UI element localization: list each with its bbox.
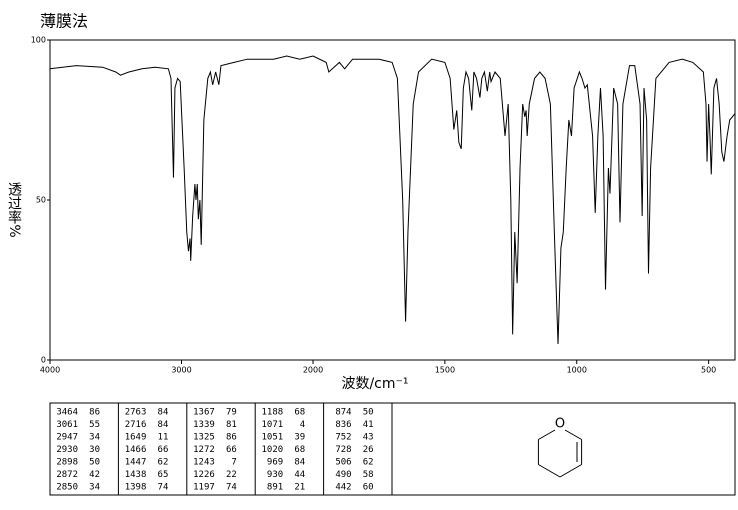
peak-transmittance: 84	[294, 458, 305, 468]
peak-transmittance: 30	[89, 445, 100, 455]
peak-wavenumber: 752	[335, 433, 351, 443]
peak-wavenumber: 969	[267, 458, 283, 468]
peak-transmittance: 62	[158, 458, 169, 468]
peak-wavenumber: 1272	[193, 445, 215, 455]
peak-transmittance: 7	[231, 458, 236, 468]
peak-wavenumber: 1071	[262, 420, 284, 430]
peak-wavenumber: 3464	[56, 408, 78, 418]
peak-wavenumber: 1325	[193, 433, 215, 443]
peak-wavenumber: 1020	[262, 445, 284, 455]
peak-wavenumber: 836	[335, 420, 351, 430]
peak-transmittance: 26	[363, 445, 374, 455]
peak-transmittance: 21	[294, 483, 305, 493]
peak-wavenumber: 1398	[125, 483, 147, 493]
plot-frame	[49, 39, 736, 361]
peak-wavenumber: 1197	[193, 483, 215, 493]
y-tick-label: 0	[41, 356, 46, 365]
peak-wavenumber: 1051	[262, 433, 284, 443]
x-tick-label: 1500	[435, 366, 455, 375]
peak-transmittance: 55	[89, 420, 100, 430]
peak-wavenumber: 1466	[125, 445, 147, 455]
peak-transmittance: 65	[158, 470, 169, 480]
peak-transmittance: 34	[89, 433, 100, 443]
peak-transmittance: 68	[294, 408, 305, 418]
x-axis-label: 波数/cm⁻¹	[341, 376, 408, 392]
x-tick-label: 500	[701, 366, 716, 375]
peak-transmittance: 60	[363, 483, 374, 493]
y-tick-label: 100	[31, 36, 46, 45]
peak-transmittance: 74	[226, 483, 237, 493]
x-tick-label: 2000	[303, 366, 323, 375]
bond	[559, 464, 582, 478]
peak-wavenumber: 2898	[56, 458, 78, 468]
peak-wavenumber: 2850	[56, 483, 78, 493]
peak-transmittance: 42	[89, 470, 100, 480]
peak-wavenumber: 1339	[193, 420, 215, 430]
peak-wavenumber: 2716	[125, 420, 147, 430]
peak-transmittance: 44	[294, 470, 305, 480]
peak-transmittance: 11	[158, 433, 169, 443]
peak-wavenumber: 728	[335, 445, 351, 455]
structure-diagram	[537, 429, 583, 478]
peak-wavenumber: 1367	[193, 408, 215, 418]
peak-wavenumber: 1188	[262, 408, 284, 418]
peak-wavenumber: 3061	[56, 420, 78, 430]
x-tick-label: 1000	[567, 366, 587, 375]
peak-transmittance: 34	[89, 483, 100, 493]
peak-transmittance: 74	[158, 483, 169, 493]
peak-transmittance: 50	[363, 408, 374, 418]
peak-transmittance: 22	[226, 470, 237, 480]
atom-label: O	[555, 417, 565, 432]
bond	[538, 429, 556, 440]
peak-wavenumber: 442	[335, 483, 351, 493]
peak-wavenumber: 506	[335, 458, 351, 468]
peak-transmittance: 84	[158, 420, 169, 430]
peak-transmittance: 86	[226, 433, 237, 443]
peak-transmittance: 43	[363, 433, 374, 443]
peak-wavenumber: 1438	[125, 470, 147, 480]
peak-wavenumber: 490	[335, 470, 351, 480]
peak-wavenumber: 1243	[193, 458, 215, 468]
peak-transmittance: 66	[158, 445, 169, 455]
peak-transmittance: 68	[294, 445, 305, 455]
peak-transmittance: 66	[226, 445, 237, 455]
peak-transmittance: 39	[294, 433, 305, 443]
peak-transmittance: 86	[89, 408, 100, 418]
peak-wavenumber: 874	[335, 408, 351, 418]
peak-transmittance: 58	[363, 470, 374, 480]
peak-wavenumber: 2763	[125, 408, 147, 418]
peak-wavenumber: 2947	[56, 433, 78, 443]
spectrum-line	[49, 55, 736, 345]
bond	[538, 464, 561, 478]
peak-wavenumber: 2930	[56, 445, 78, 455]
peak-transmittance: 41	[363, 420, 374, 430]
peak-wavenumber: 2872	[56, 470, 78, 480]
peak-transmittance: 81	[226, 420, 237, 430]
peak-wavenumber: 891	[267, 483, 283, 493]
y-axis-label: 透过率%	[6, 182, 22, 237]
x-tick-label: 4000	[40, 366, 60, 375]
peak-transmittance: 4	[300, 420, 305, 430]
peak-transmittance: 79	[226, 408, 237, 418]
peak-transmittance: 84	[158, 408, 169, 418]
peak-wavenumber: 1447	[125, 458, 147, 468]
peak-wavenumber: 1649	[125, 433, 147, 443]
bond	[564, 429, 582, 440]
peak-wavenumber: 930	[267, 470, 283, 480]
peak-wavenumber: 1226	[193, 470, 215, 480]
peak-transmittance: 62	[363, 458, 374, 468]
chart-title: 薄膜法	[40, 12, 88, 31]
x-tick-label: 3000	[171, 366, 191, 375]
y-tick-label: 50	[36, 196, 46, 205]
peak-transmittance: 50	[89, 458, 100, 468]
